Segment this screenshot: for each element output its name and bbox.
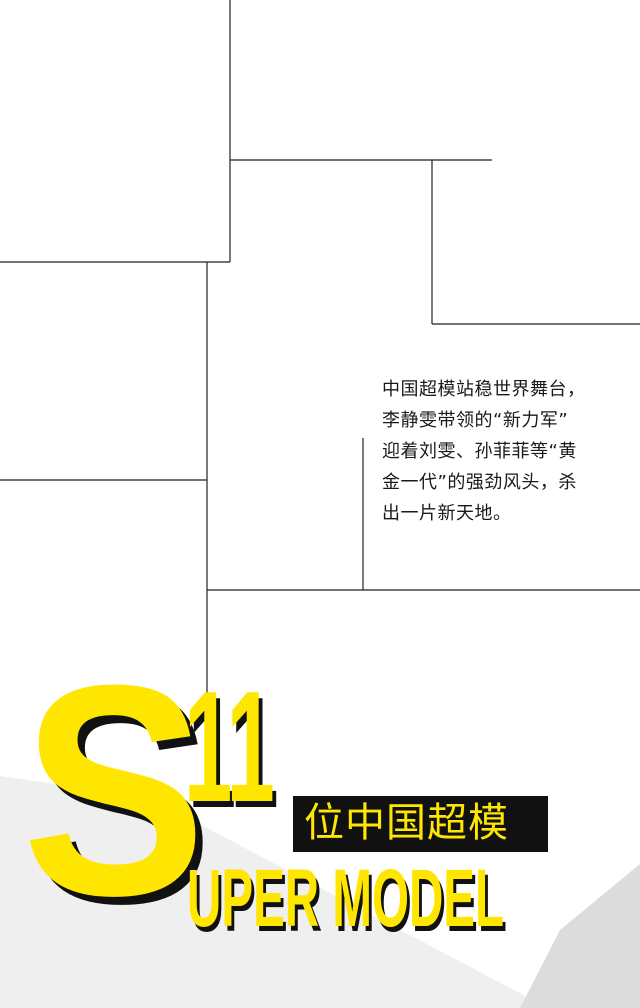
intro-line: 金一代”的强劲风头，杀 xyxy=(382,472,577,493)
hero-letter-s: S xyxy=(22,622,206,958)
intro-line: 中国超模站稳世界舞台， xyxy=(382,379,586,400)
hero-number: 11 xyxy=(184,659,275,835)
intro-line: 迎着刘雯、孙菲菲等“黄 xyxy=(382,441,577,462)
intro-line: 李静雯带领的“新力军” xyxy=(382,410,569,431)
intro-line: 出一片新天地。 xyxy=(382,503,512,524)
gray-corner-shape xyxy=(520,864,640,1008)
intro-paragraph: 中国超模站稳世界舞台， 李静雯带领的“新力军” 迎着刘雯、孙菲菲等“黄 金一代”… xyxy=(382,374,632,529)
title-bar xyxy=(293,796,548,852)
frame-lines xyxy=(0,0,640,720)
gray-floor-shape xyxy=(0,776,548,1008)
english-title: UPER MODEL xyxy=(187,853,505,944)
chinese-title: 位中国超模 xyxy=(304,800,509,846)
